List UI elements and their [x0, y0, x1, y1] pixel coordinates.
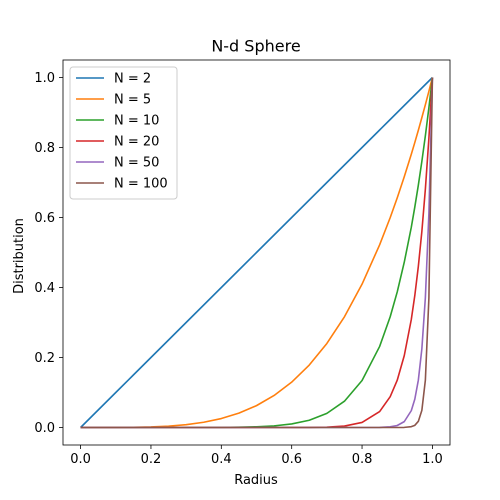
y-axis-label: Distribution — [12, 218, 27, 294]
y-tick-label: 0.6 — [34, 211, 55, 226]
legend: N = 2 N = 5 N = 10 N = 20 N = 50 N = 100 — [69, 66, 178, 200]
legend-box — [69, 66, 178, 200]
series-line-n-5 — [80, 77, 434, 429]
x-tick-label: 0.8 — [352, 452, 373, 467]
x-tick-label: 0.4 — [211, 452, 232, 467]
x-tick-label: 0.0 — [70, 452, 91, 467]
legend-label: N = 100 — [114, 177, 168, 192]
plot-area: 0.0 0.2 0.4 0.6 0.8 1.0 0.0 0.2 0.4 0.6 0.8 1.0 — [34, 59, 451, 467]
series-line-n-100 — [80, 77, 434, 429]
x-axis-ticks: 0.0 0.2 0.4 0.6 0.8 1.0 — [70, 445, 443, 467]
x-axis-label: Radius — [234, 473, 278, 488]
y-tick-label: 0.2 — [34, 351, 55, 366]
legend-label: N = 10 — [114, 114, 159, 129]
axes-frame — [62, 59, 451, 446]
series-line-n-2 — [80, 76, 433, 429]
legend-label: N = 2 — [114, 72, 151, 87]
x-tick-label: 0.6 — [281, 452, 302, 467]
y-tick-label: 0.0 — [34, 421, 55, 436]
y-tick-label: 0.4 — [34, 281, 55, 296]
y-tick-label: 0.8 — [34, 141, 55, 156]
legend-label: N = 50 — [114, 156, 159, 171]
legend-label: N = 20 — [114, 135, 159, 150]
legend-label: N = 5 — [114, 93, 151, 108]
series-group — [80, 76, 434, 429]
y-axis-ticks: 0.0 0.2 0.4 0.6 0.8 1.0 — [34, 71, 63, 436]
chart-title: N-d Sphere — [211, 37, 300, 56]
x-tick-label: 0.2 — [141, 452, 162, 467]
x-tick-label: 1.0 — [422, 452, 443, 467]
y-tick-label: 1.0 — [34, 71, 55, 86]
